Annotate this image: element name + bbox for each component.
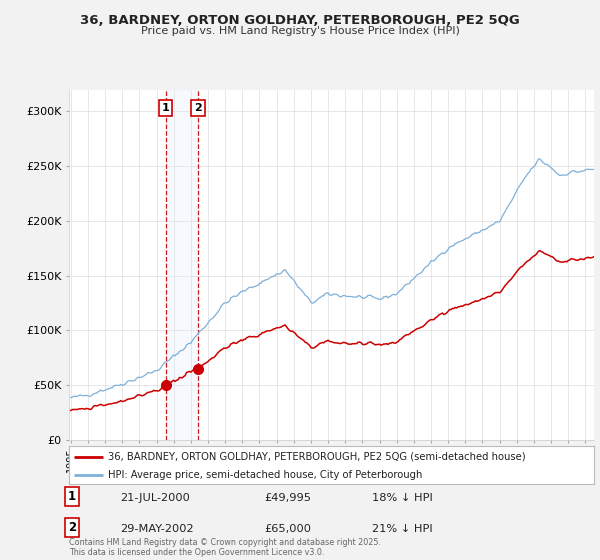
Text: 2: 2 — [194, 102, 202, 113]
Text: £49,995: £49,995 — [264, 493, 311, 503]
Text: 21% ↓ HPI: 21% ↓ HPI — [372, 524, 433, 534]
Text: 2: 2 — [68, 521, 76, 534]
Text: 18% ↓ HPI: 18% ↓ HPI — [372, 493, 433, 503]
Text: 36, BARDNEY, ORTON GOLDHAY, PETERBOROUGH, PE2 5QG: 36, BARDNEY, ORTON GOLDHAY, PETERBOROUGH… — [80, 14, 520, 27]
Text: 1: 1 — [68, 490, 76, 503]
Text: 29-MAY-2002: 29-MAY-2002 — [120, 524, 194, 534]
Text: Price paid vs. HM Land Registry's House Price Index (HPI): Price paid vs. HM Land Registry's House … — [140, 26, 460, 36]
Text: HPI: Average price, semi-detached house, City of Peterborough: HPI: Average price, semi-detached house,… — [109, 470, 423, 480]
Text: Contains HM Land Registry data © Crown copyright and database right 2025.
This d: Contains HM Land Registry data © Crown c… — [69, 538, 381, 557]
Text: 1: 1 — [162, 102, 170, 113]
Text: £65,000: £65,000 — [264, 524, 311, 534]
Bar — [166, 90, 198, 440]
Text: 21-JUL-2000: 21-JUL-2000 — [120, 493, 190, 503]
Text: 36, BARDNEY, ORTON GOLDHAY, PETERBOROUGH, PE2 5QG (semi-detached house): 36, BARDNEY, ORTON GOLDHAY, PETERBOROUGH… — [109, 452, 526, 462]
